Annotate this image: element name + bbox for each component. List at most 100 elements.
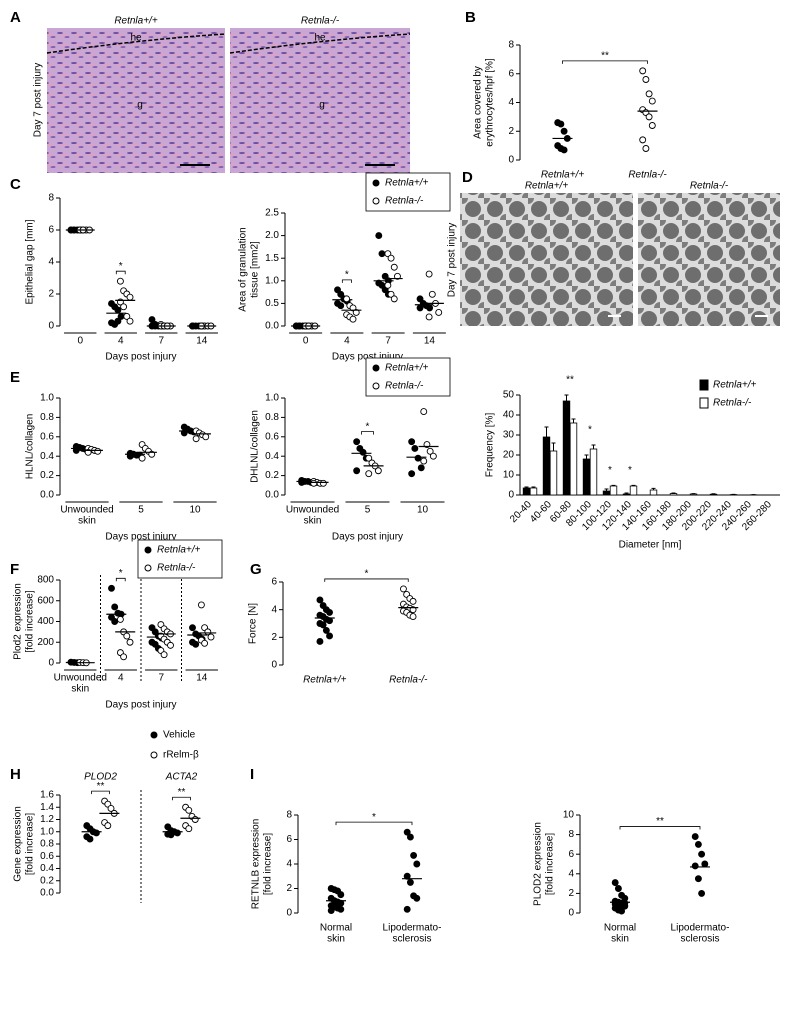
- y-tick-label: 6: [286, 834, 292, 845]
- data-point: [391, 296, 397, 302]
- data-point: [558, 121, 564, 127]
- data-point: [338, 906, 344, 912]
- data-point: [117, 278, 123, 284]
- y-tick-label: 8: [48, 193, 54, 204]
- x-tick-label: 0: [77, 336, 83, 347]
- legend-swatch: [373, 383, 379, 389]
- y-tick-label: 4: [508, 97, 514, 108]
- y-tick-label: 6: [271, 577, 277, 588]
- significance-label: *: [588, 425, 592, 436]
- data-point: [311, 480, 317, 486]
- y-tick-label: 40: [503, 410, 515, 421]
- panel-letter: B: [465, 9, 476, 26]
- bar: [630, 486, 637, 495]
- y-tick-label: 10: [563, 810, 575, 821]
- legend-label: Retnla-/-: [157, 563, 196, 574]
- x-tick-label: Retnla+/+: [541, 170, 585, 181]
- y-tick-label: 200: [37, 637, 54, 648]
- legend-label: Retnla+/+: [385, 178, 429, 189]
- data-point: [375, 468, 381, 474]
- y-tick-label: 0: [568, 908, 574, 919]
- error-bar: [565, 395, 569, 401]
- legend-swatch: [373, 365, 379, 371]
- bar: [583, 459, 590, 495]
- legend-label: Vehicle: [163, 730, 196, 741]
- panel-letter: D: [462, 169, 473, 186]
- data-point: [328, 908, 334, 914]
- x-axis-label: Days post injury: [105, 352, 176, 363]
- y-tick-label: 1.0: [265, 393, 279, 404]
- significance-label: **: [97, 781, 105, 792]
- x-tick-label: Retnla-/-: [389, 675, 428, 686]
- data-point: [646, 114, 652, 120]
- data-point: [360, 449, 366, 455]
- data-point: [426, 314, 432, 320]
- x-tick-label: Lipodermato-: [671, 923, 730, 934]
- x-tick-label: 7: [158, 336, 164, 347]
- x-tick-label: Unwounded: [60, 505, 113, 516]
- error-bar: [592, 445, 596, 449]
- legend-swatch: [373, 180, 379, 186]
- data-point: [415, 455, 421, 461]
- y-tick-label: 0.6: [40, 431, 54, 442]
- data-point: [354, 468, 360, 474]
- y-axis-label: HLNL/collagen: [25, 414, 36, 480]
- data-point: [426, 271, 432, 277]
- error-bar: [545, 427, 549, 437]
- x-tick-label: Retnla-/-: [628, 170, 667, 181]
- legend-label: Retnla-/-: [713, 398, 752, 409]
- y-axis-label: RETNLB expression: [251, 819, 262, 910]
- bar: [590, 449, 597, 495]
- data-point: [320, 480, 326, 486]
- x-tick-label: skin: [304, 516, 322, 527]
- data-point: [193, 641, 199, 647]
- error-bar: [572, 419, 576, 423]
- y-axis-label: Epithelial gap [mm]: [25, 219, 36, 304]
- data-point: [649, 98, 655, 104]
- y-tick-label: 0.6: [40, 851, 54, 862]
- legend-label: Retnla+/+: [385, 363, 429, 374]
- data-point: [430, 453, 436, 459]
- data-point: [407, 834, 413, 840]
- y-tick-label: 4: [271, 604, 277, 615]
- data-point: [115, 307, 121, 313]
- data-point: [391, 264, 397, 270]
- data-point: [695, 876, 701, 882]
- data-point: [429, 291, 435, 297]
- data-point: [411, 852, 417, 858]
- data-point: [400, 586, 406, 592]
- x-tick-label: 0: [303, 336, 309, 347]
- x-tick-label: skin: [78, 516, 96, 527]
- data-point: [619, 908, 625, 914]
- y-tick-label: 1.5: [265, 253, 279, 264]
- bar: [550, 451, 557, 495]
- y-tick-label: 4: [286, 859, 292, 870]
- data-point: [414, 861, 420, 867]
- x-tick-label: 40-60: [528, 499, 554, 525]
- panel-letter: C: [10, 176, 21, 193]
- micrograph: [638, 193, 780, 326]
- legend-label: rRelm-β: [163, 750, 199, 761]
- x-tick-label: sclerosis: [393, 934, 432, 945]
- side-label: Day 7 post injury: [33, 63, 44, 137]
- data-point: [409, 439, 415, 445]
- y-tick-label: 0.0: [265, 490, 279, 501]
- legend-label: Retnla+/+: [157, 545, 201, 556]
- data-point: [95, 448, 101, 454]
- y-axis-label: [fold increase]: [25, 590, 36, 652]
- panel-letter: F: [10, 561, 19, 578]
- x-tick-label: 7: [385, 336, 391, 347]
- x-tick-label: 4: [344, 336, 350, 347]
- error-bar: [552, 443, 556, 451]
- y-tick-label: 0: [48, 321, 54, 332]
- data-point: [640, 68, 646, 74]
- data-point: [317, 597, 323, 603]
- data-point: [344, 296, 350, 302]
- x-axis-label: Days post injury: [332, 532, 403, 543]
- panel-letter: G: [250, 561, 262, 578]
- y-tick-label: 800: [37, 575, 54, 586]
- bar: [543, 437, 550, 495]
- bar: [563, 401, 570, 495]
- y-tick-label: 2: [508, 126, 514, 137]
